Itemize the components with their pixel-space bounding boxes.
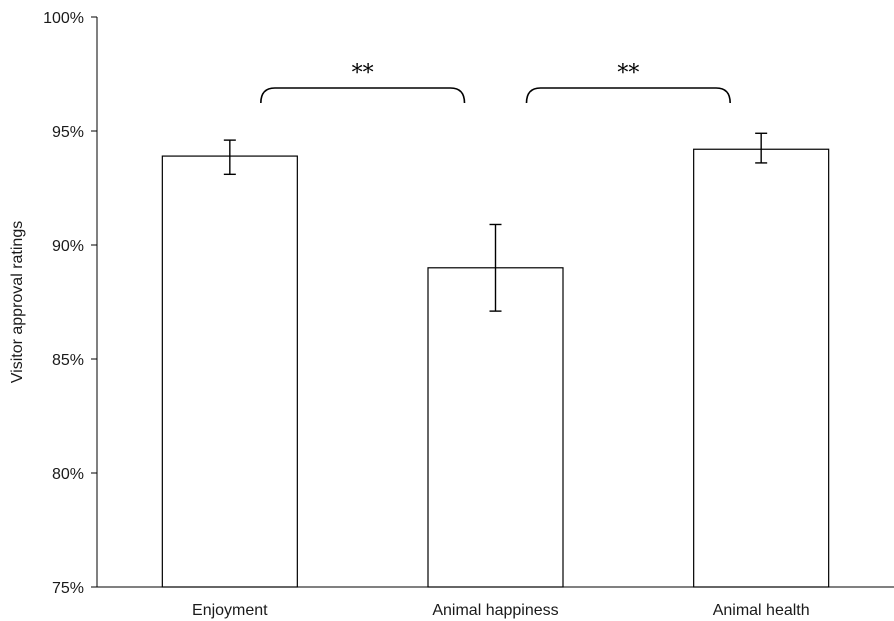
error-bars [223,132,768,312]
bars [161,148,830,588]
significance-label: ** [352,61,374,86]
x-category-label: Enjoyment [192,602,268,619]
significance-bracket [525,87,731,104]
y-axis-label: Visitor approval ratings [9,221,26,383]
y-tick-label: 75% [52,580,84,597]
significance-brackets: ** ** [260,61,731,104]
y-tick-label: 85% [52,352,84,369]
significance-bracket [260,87,466,104]
y-tick-label: 90% [52,238,84,255]
x-category-label: Animal happiness [432,602,558,619]
y-tick-label: 95% [52,124,84,141]
x-axis: Enjoyment Animal happiness Animal health [97,586,894,619]
y-axis: 75% 80% 85% 90% 95% 100% [43,10,98,597]
y-tick-label: 80% [52,466,84,483]
x-category-label: Animal health [713,602,810,619]
y-tick-label: 100% [43,10,84,27]
bar [161,155,298,588]
bar [427,267,564,588]
bar [693,148,830,588]
significance-label: ** [617,61,639,86]
